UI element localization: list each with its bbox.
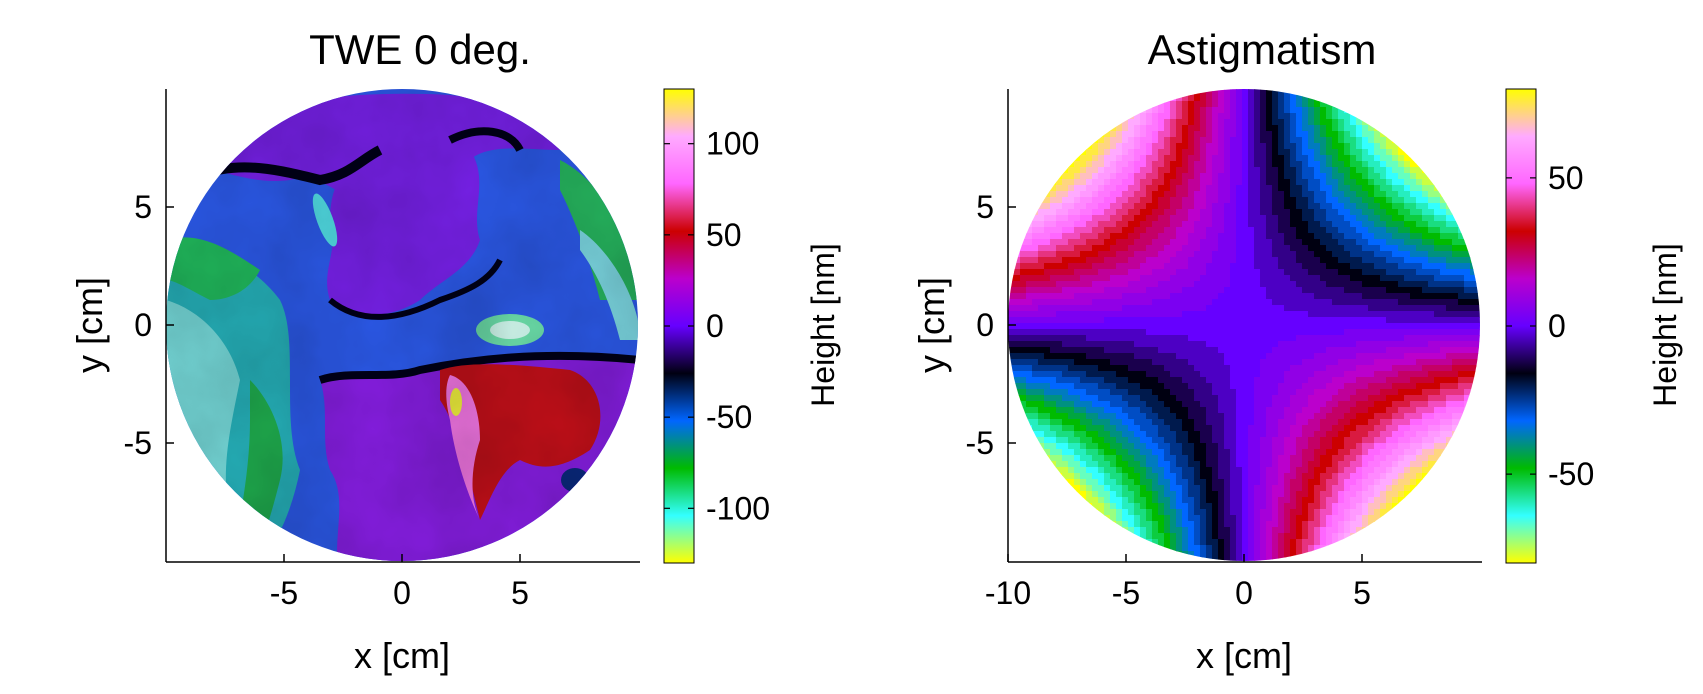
panel-twe: TWE 0 deg.	[69, 26, 841, 676]
x-tick-label: 5	[1353, 575, 1371, 611]
y-tick-label: 0	[134, 307, 152, 343]
x-axis-label-twe: x [cm]	[354, 635, 450, 676]
x-tick-label: 5	[511, 575, 529, 611]
colorbar-tick-label: -50	[706, 399, 752, 435]
colorbar-label-astigmatism: Height [nm]	[1647, 243, 1683, 407]
x-tick-label: -5	[1112, 575, 1140, 611]
y-tick-label: -5	[124, 425, 152, 461]
y-tick-label: -5	[966, 425, 994, 461]
y-tick-label: 0	[976, 307, 994, 343]
colorbar-tick-label: 100	[706, 126, 759, 162]
colorbar-tick-label: -100	[706, 490, 770, 526]
x-tick-label: -10	[985, 575, 1031, 611]
chart-title-astigmatism: Astigmatism	[1148, 26, 1377, 73]
y-axis-label-twe: y [cm]	[69, 277, 110, 373]
x-axis-label-astigmatism: x [cm]	[1196, 635, 1292, 676]
colorbar-label-twe: Height [nm]	[805, 243, 841, 407]
y-axis-label-astigmatism: y [cm]	[911, 277, 952, 373]
x-tick-label: -5	[270, 575, 298, 611]
colorbar-tick-label: 0	[706, 308, 724, 344]
heatmap-astigmatism	[1008, 89, 1483, 564]
colorbar-tick-label: -50	[1548, 456, 1594, 492]
colorbar-tick-label: 0	[1548, 308, 1566, 344]
colorbar-tick-label: 50	[1548, 160, 1584, 196]
y-tick-label: 5	[976, 189, 994, 225]
x-tick-label: 0	[1235, 575, 1253, 611]
y-tick-label: 5	[134, 189, 152, 225]
colorbar-tick-label: 50	[706, 217, 742, 253]
heatmap-twe	[150, 89, 640, 580]
chart-title-twe: TWE 0 deg.	[309, 26, 531, 73]
x-tick-label: 0	[393, 575, 411, 611]
